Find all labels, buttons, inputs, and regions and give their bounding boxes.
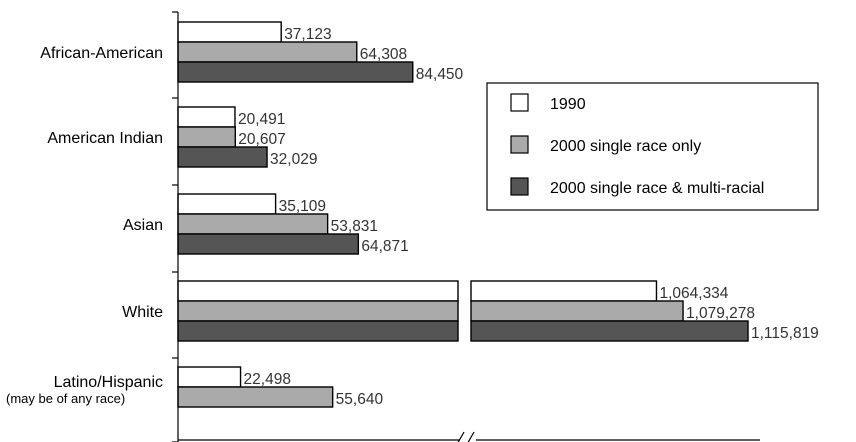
legend-swatch-2000-single-race-multi-racial	[510, 177, 529, 196]
value-label-asian-1990: 35,109	[279, 198, 326, 215]
bars: 37,123 64,308 84,450 20,491 20,607 32,029 35,1…	[177, 21, 819, 408]
value-label-african-american-2000-single-race-only: 64,308	[360, 46, 407, 63]
category-label-african-american: African-American	[40, 45, 163, 62]
bar-american-indian-2000-single-race-multi-racial	[177, 146, 268, 168]
value-label-african-american-2000-single-race-multi-racial: 84,450	[416, 66, 464, 83]
value-label-american-indian-2000-single-race-only: 20,607	[238, 131, 285, 148]
bar-white-2000-single-race-multi-racial-low	[177, 320, 459, 342]
category-labels: African-American American Indian Asian Whit…	[6, 45, 163, 406]
value-label-white-2000-single-race-multi-racial: 1,115,819	[751, 325, 819, 342]
bar-american-indian-2000-single-race-only	[177, 126, 236, 148]
value-label-white-2000-single-race-only: 1,079,278	[686, 305, 755, 322]
category-label-american-indian: American Indian	[47, 130, 163, 147]
legend-label-2000-single-race-multi-racial: 2000 single race & multi-racial	[550, 180, 764, 197]
category-label-white: White	[122, 304, 163, 321]
legend-swatch-2000-single-race-only	[510, 135, 529, 154]
legend-label-1990: 1990	[550, 96, 586, 113]
value-label-african-american-1990: 37,123	[284, 26, 331, 43]
value-label-american-indian-1990: 20,491	[238, 111, 285, 128]
bar-asian-2000-single-race-multi-racial	[177, 233, 360, 255]
bar-asian-1990	[177, 193, 277, 215]
bar-american-indian-1990	[177, 106, 236, 128]
legend: 1990 2000 single race only 2000 single rac…	[486, 82, 819, 211]
value-label-american-indian-2000-single-race-multi-racial: 32,029	[270, 151, 317, 168]
legend-swatch-1990	[510, 93, 529, 112]
bar-white-1990-low	[177, 280, 459, 302]
value-label-white-1990: 1,064,334	[659, 285, 728, 302]
bar-white-2000-single-race-only-high	[470, 300, 684, 322]
category-label-asian: Asian	[123, 217, 163, 234]
bar-latino-hispanic-2000-single-race-only	[177, 386, 334, 408]
bar-latino-hispanic-1990	[177, 366, 242, 388]
category-label-latino-hispanic: Latino/Hispanic	[54, 374, 163, 391]
axis-break-mark	[457, 431, 475, 442]
legend-label-2000-single-race-only: 2000 single race only	[550, 138, 701, 155]
bar-white-2000-single-race-only-low	[177, 300, 459, 322]
bar-white-1990-high	[470, 280, 658, 302]
legend-box	[486, 82, 819, 211]
bar-white-2000-single-race-multi-racial-high	[470, 320, 749, 342]
category-note: (may be of any race)	[6, 391, 125, 406]
value-label-asian-2000-single-race-multi-racial: 64,871	[361, 238, 408, 255]
value-label-latino-hispanic-2000-single-race-only: 55,640	[336, 391, 384, 408]
axes	[172, 11, 760, 442]
bar-african-american-1990	[177, 21, 282, 43]
bar-african-american-2000-single-race-multi-racial	[177, 61, 414, 83]
bar-asian-2000-single-race-only	[177, 213, 329, 235]
value-label-latino-hispanic-1990: 22,498	[244, 371, 291, 388]
bar-african-american-2000-single-race-only	[177, 41, 358, 63]
value-label-asian-2000-single-race-only: 53,831	[331, 218, 378, 235]
